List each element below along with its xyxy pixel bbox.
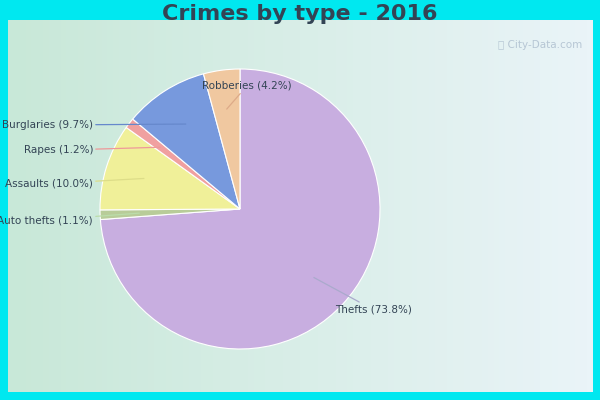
Wedge shape [126, 119, 240, 209]
Text: Robberies (4.2%): Robberies (4.2%) [202, 81, 292, 109]
Text: ⓘ City-Data.com: ⓘ City-Data.com [498, 40, 582, 50]
Wedge shape [100, 69, 380, 349]
Wedge shape [100, 209, 240, 220]
Text: Auto thefts (1.1%): Auto thefts (1.1%) [0, 213, 139, 225]
Wedge shape [203, 69, 240, 209]
Text: Burglaries (9.7%): Burglaries (9.7%) [2, 120, 186, 130]
Wedge shape [100, 128, 240, 210]
Text: Crimes by type - 2016: Crimes by type - 2016 [162, 4, 438, 24]
Text: Rapes (1.2%): Rapes (1.2%) [23, 145, 160, 155]
Wedge shape [133, 74, 240, 209]
Text: Thefts (73.8%): Thefts (73.8%) [314, 278, 412, 315]
Text: Assaults (10.0%): Assaults (10.0%) [5, 178, 144, 189]
